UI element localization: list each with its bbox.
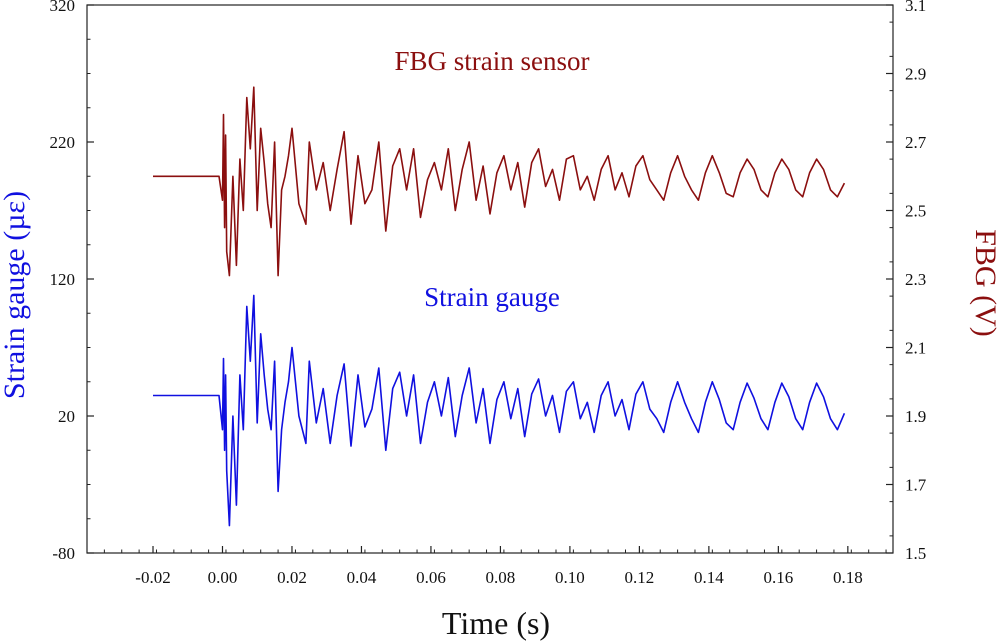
right-y-axis-ticks: 3.1 2.9 2.7 2.5 2.3 2.1 1.9 1.7 1.5 (886, 0, 927, 563)
right-y-tick-label: 1.7 (905, 476, 927, 495)
left-y-tick-label: 20 (58, 407, 75, 426)
right-y-axis-title: FBG (V) (969, 229, 1000, 337)
left-y-tick-label: 220 (50, 133, 76, 152)
x-tick-label: 0.02 (277, 568, 307, 587)
right-y-tick-label: 2.9 (905, 65, 926, 84)
x-axis-ticks: -0.02 0.00 0.02 0.04 0.06 0.08 0.10 0.12 0.14 0.1… (86, 546, 887, 587)
right-y-tick-label: 2.5 (905, 202, 926, 221)
fbg-series-label: FBG strain sensor (395, 46, 590, 76)
x-tick-label: 0.04 (347, 568, 377, 587)
x-tick-label: 0.14 (694, 568, 724, 587)
left-y-tick-label: 120 (50, 270, 76, 289)
left-y-tick-label: 320 (50, 0, 76, 15)
left-y-axis-ticks: 320 220 120 20 -80 (50, 0, 94, 563)
x-tick-label: 0.08 (486, 568, 516, 587)
plot-frame (86, 4, 894, 554)
x-tick-label: -0.02 (135, 568, 170, 587)
x-tick-label: 0.16 (763, 568, 793, 587)
right-y-tick-label: 3.1 (905, 0, 926, 15)
right-y-tick-label: 2.3 (905, 270, 926, 289)
strain-gauge-series-line (153, 294, 846, 527)
fbg-series-line (153, 86, 846, 277)
x-tick-label: 0.12 (625, 568, 655, 587)
right-y-tick-label: 1.9 (905, 407, 926, 426)
right-y-tick-label: 2.7 (905, 133, 927, 152)
right-y-tick-label: 2.1 (905, 339, 926, 358)
x-tick-label: 0.18 (833, 568, 863, 587)
left-y-axis-title: Strain gauge (µε) (0, 191, 31, 399)
x-tick-label: 0.06 (416, 568, 446, 587)
left-y-tick-label: -80 (52, 544, 75, 563)
series-lines (153, 86, 846, 527)
x-axis-title: Time (s) (442, 605, 550, 641)
strain-gauge-series-label: Strain gauge (424, 282, 560, 312)
x-tick-label: 0.10 (555, 568, 585, 587)
right-y-tick-label: 1.5 (905, 544, 926, 563)
x-tick-label: 0.00 (208, 568, 238, 587)
